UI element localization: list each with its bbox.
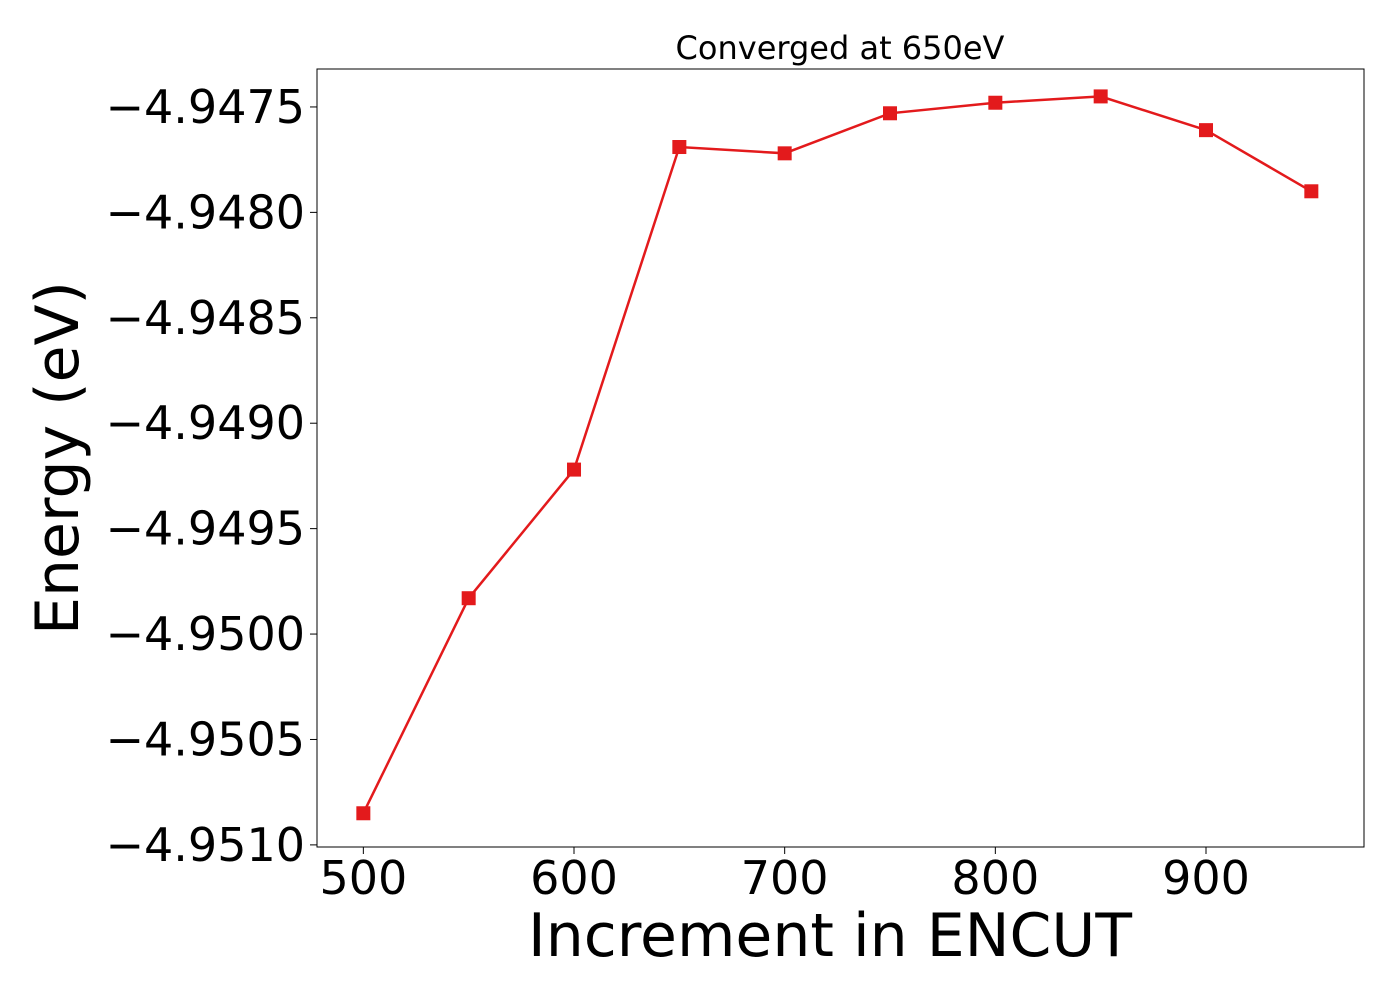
data-point-marker (672, 140, 687, 155)
x-tick-label: 800 (951, 851, 1039, 905)
y-tick-label: −4.9485 (106, 291, 306, 345)
y-tick-label: −4.9510 (106, 818, 306, 872)
y-axis-label: Energy (eV) (23, 281, 93, 635)
x-tick-label: 900 (1162, 851, 1250, 905)
series-line (362, 95, 1312, 814)
y-tick-label: −4.9490 (106, 396, 306, 450)
data-point-marker (988, 95, 1003, 110)
y-tick-label: −4.9500 (106, 607, 306, 661)
y-tick-label: −4.9505 (106, 712, 306, 766)
y-tick-label: −4.9480 (106, 185, 306, 239)
data-point-marker (883, 106, 898, 121)
y-tick-label: −4.9475 (106, 80, 306, 134)
data-point-marker (356, 806, 371, 821)
x-axis-label: Increment in ENCUT (528, 901, 1132, 971)
y-axis-ticks: −4.9475 −4.9480 −4.9485 −4.9490 −4.9495 −4.95… (106, 80, 317, 872)
data-point-marker (1199, 123, 1214, 138)
chart-title: Converged at 650eV (676, 29, 1005, 67)
y-tick-label: −4.9495 (106, 502, 306, 556)
data-point-marker (461, 591, 476, 606)
data-point-marker (567, 462, 582, 477)
x-axis-ticks: 500 600 700 800 900 (319, 847, 1250, 905)
x-tick-label: 500 (319, 851, 407, 905)
data-point-marker (777, 146, 792, 161)
x-tick-label: 600 (530, 851, 618, 905)
data-point-marker (1304, 184, 1319, 199)
x-tick-label: 700 (741, 851, 829, 905)
data-point-marker (1093, 89, 1108, 104)
series-layer (356, 89, 1319, 821)
plot-area-frame (316, 68, 1365, 848)
